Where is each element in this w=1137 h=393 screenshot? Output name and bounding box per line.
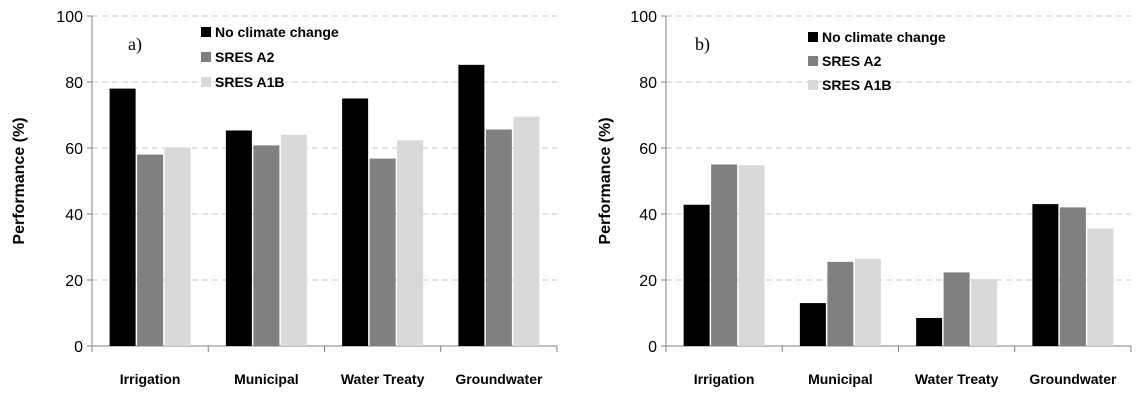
x-category-label: Groundwater bbox=[1029, 371, 1117, 387]
bar bbox=[1059, 207, 1086, 346]
legend-label: No climate change bbox=[822, 29, 946, 45]
chart-panel-1: 0 20 40 60 80 100 Performance (%) Irrigation Mun… bbox=[11, 9, 558, 387]
y-tick-label: 0 bbox=[74, 339, 83, 356]
bar bbox=[916, 317, 943, 346]
y-tick-label: 40 bbox=[639, 207, 657, 224]
bar bbox=[827, 261, 854, 346]
bar bbox=[711, 164, 738, 346]
bar bbox=[164, 147, 191, 346]
x-category-label: Municipal bbox=[234, 371, 299, 387]
legend-label: SRES A1B bbox=[215, 74, 285, 90]
bar bbox=[458, 64, 485, 346]
legend-label: SRES A1B bbox=[822, 77, 892, 93]
bar bbox=[253, 145, 280, 346]
y-tick-label: 100 bbox=[56, 9, 83, 26]
bar bbox=[799, 303, 826, 346]
bar bbox=[109, 88, 136, 346]
x-category-label: Water Treaty bbox=[915, 371, 999, 387]
y-tick-label: 60 bbox=[639, 141, 657, 158]
legend-label: SRES A2 bbox=[822, 53, 882, 69]
x-category-label: Irrigation bbox=[120, 371, 181, 387]
bar bbox=[369, 158, 396, 346]
y-tick-label: 40 bbox=[65, 207, 83, 224]
legend-label: SRES A2 bbox=[215, 49, 275, 65]
legend-swatch bbox=[201, 27, 211, 37]
y-tick-label: 20 bbox=[639, 273, 657, 290]
bar bbox=[943, 272, 970, 346]
panel-label: a) bbox=[128, 34, 142, 55]
y-tick-label: 20 bbox=[65, 273, 83, 290]
bar bbox=[342, 98, 369, 346]
bar bbox=[485, 129, 512, 346]
y-axis-title: Performance (%) bbox=[11, 117, 28, 244]
legend-swatch bbox=[808, 32, 818, 42]
y-tick-label: 60 bbox=[65, 141, 83, 158]
legend-swatch bbox=[808, 80, 818, 90]
bar bbox=[1032, 204, 1059, 346]
panel-label: b) bbox=[695, 34, 710, 55]
legend-swatch bbox=[808, 56, 818, 66]
legend-label: No climate change bbox=[215, 24, 339, 40]
bar bbox=[513, 116, 540, 347]
x-category-label: Groundwater bbox=[455, 371, 543, 387]
chart-panel-2: 0 20 40 60 80 100 Performance (%) Irrigation Mun… bbox=[597, 9, 1132, 387]
bar bbox=[1087, 228, 1114, 346]
bar bbox=[137, 154, 164, 346]
x-category-label: Municipal bbox=[808, 371, 873, 387]
x-category-label: Water Treaty bbox=[341, 371, 425, 387]
bar bbox=[397, 140, 424, 346]
y-tick-label: 80 bbox=[639, 75, 657, 92]
y-tick-label: 0 bbox=[648, 339, 657, 356]
y-axis-title: Performance (%) bbox=[597, 117, 614, 244]
bar bbox=[971, 279, 998, 346]
y-tick-label: 80 bbox=[65, 75, 83, 92]
x-category-label: Irrigation bbox=[694, 371, 755, 387]
bar bbox=[280, 134, 307, 346]
bar bbox=[738, 165, 765, 346]
legend-swatch bbox=[201, 77, 211, 87]
bar bbox=[854, 258, 881, 346]
bar bbox=[683, 204, 710, 346]
bar bbox=[225, 130, 252, 346]
y-tick-label: 100 bbox=[630, 9, 657, 26]
legend-swatch bbox=[201, 52, 211, 62]
